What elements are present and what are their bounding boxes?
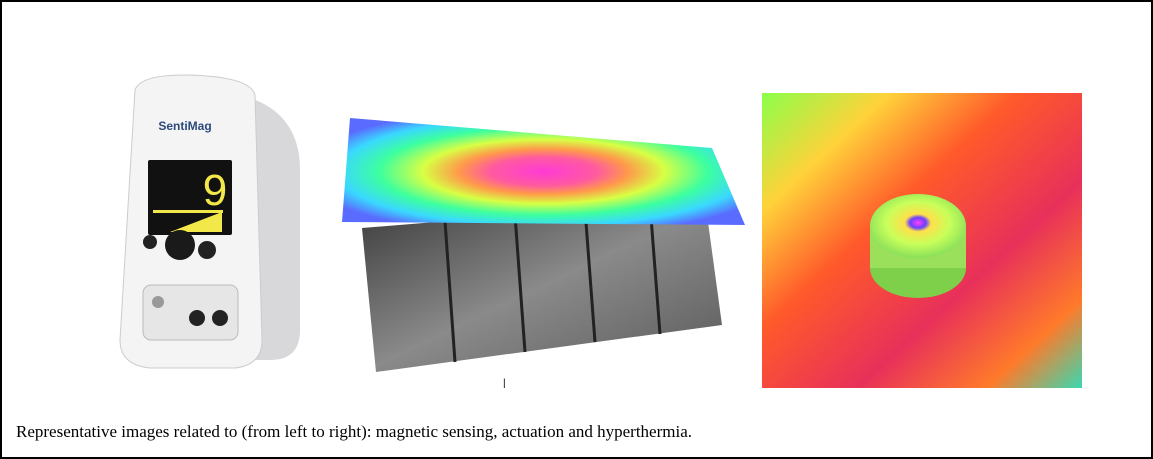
mark: | [503,378,506,389]
thermal-image [762,93,1082,388]
device-brand: SentiMag [158,119,211,133]
device-image: SentiMag 9 [119,74,300,369]
caption: Representative images related to (from l… [16,422,692,441]
device-display: 9 [203,166,227,215]
heatmap-image: | [342,118,745,389]
